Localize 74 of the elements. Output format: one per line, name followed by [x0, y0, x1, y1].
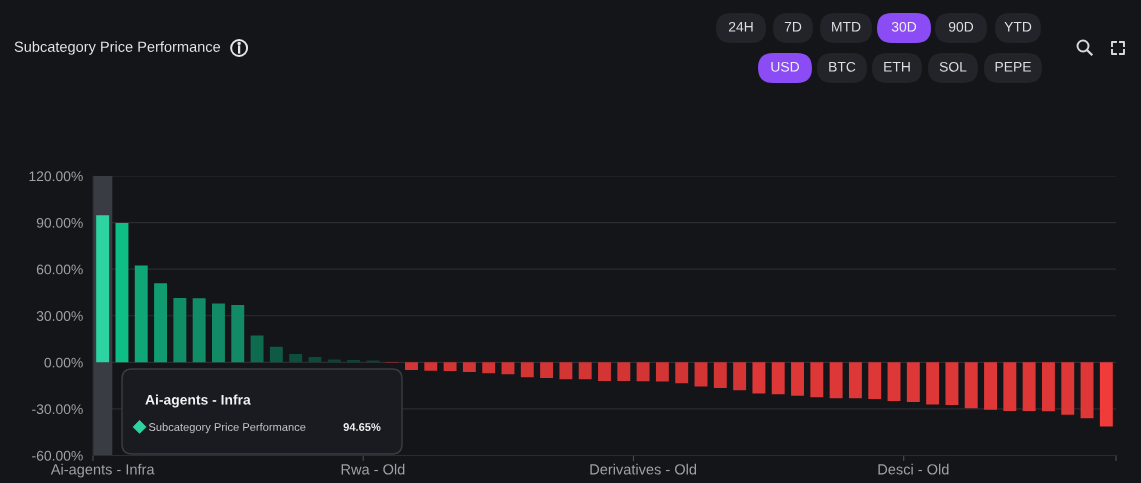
bar [771, 362, 785, 395]
chart-title: Subcategory Price Performance [14, 41, 221, 55]
annotation: Ai-agents - Infra [145, 394, 251, 408]
bar [1099, 362, 1113, 427]
bar [1041, 362, 1055, 412]
bar [520, 362, 534, 378]
bar [443, 362, 457, 372]
bar [327, 359, 341, 363]
bar [501, 362, 515, 375]
bar [984, 362, 997, 410]
bar [559, 362, 573, 380]
x-tick-label: Derivatives - Old [590, 463, 697, 475]
text: 90D [948, 21, 974, 32]
bar [791, 362, 804, 396]
bar [250, 335, 264, 363]
bar [617, 362, 631, 381]
y-tick-label: 90.00% [36, 217, 83, 228]
bar [733, 362, 747, 391]
text: SOL [939, 61, 967, 72]
legend-label: Subcategory Price Performance [148, 422, 306, 434]
y-tick-label: -30.00% [32, 404, 83, 415]
text: USD [771, 61, 799, 72]
bar [540, 362, 554, 379]
text: MTD [832, 22, 861, 32]
y-tick-label: 60.00% [36, 264, 83, 275]
bar [1003, 362, 1017, 411]
bar [424, 362, 438, 371]
bar [462, 362, 476, 372]
bar [848, 362, 862, 399]
bar [482, 362, 496, 374]
bar [405, 362, 418, 370]
text: 24H [728, 21, 753, 32]
annotation: 94.65% [343, 423, 381, 431]
bar [134, 265, 148, 363]
y-tick-label: -60.00% [32, 450, 83, 461]
bar [829, 362, 843, 399]
bar [96, 215, 110, 363]
bar [289, 354, 303, 363]
bar [154, 283, 168, 363]
bar [231, 304, 245, 363]
bar [945, 362, 959, 405]
text: ETH [884, 62, 910, 72]
text: YTD [1004, 22, 1032, 32]
bar [694, 362, 708, 387]
bar [1080, 362, 1094, 419]
bar [173, 297, 187, 363]
text: PEPE [995, 62, 1031, 72]
bar [578, 362, 592, 380]
bar [636, 362, 650, 382]
bar [926, 362, 940, 405]
x-tick-label: Rwa - Old [341, 463, 405, 475]
bar [752, 362, 766, 394]
bar [868, 362, 882, 399]
x-tick-label: Ai-agents - Infra [50, 463, 155, 478]
bar [655, 362, 669, 382]
text: 7D [784, 22, 802, 32]
y-tick-label: 120.00% [29, 171, 83, 182]
bar [810, 362, 824, 398]
text: 30D [891, 21, 917, 32]
y-tick-label: 0.00% [44, 357, 83, 368]
x-tick-label: Desci - Old [878, 463, 949, 475]
bar [887, 362, 901, 401]
bar [1061, 362, 1075, 415]
bar [713, 362, 727, 388]
bar [192, 298, 206, 363]
bar [906, 362, 920, 402]
bar [1022, 362, 1036, 411]
bar [269, 346, 283, 363]
bar [212, 303, 225, 363]
y-tick-label: 30.00% [36, 311, 83, 321]
bar [675, 362, 689, 384]
bar [964, 362, 978, 409]
bar [598, 362, 611, 381]
text: BTC [829, 61, 856, 72]
